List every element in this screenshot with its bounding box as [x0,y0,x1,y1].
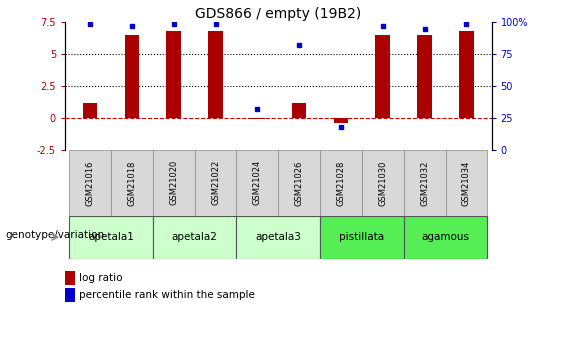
Text: GSM21022: GSM21022 [211,160,220,206]
Text: GSM21016: GSM21016 [85,160,94,206]
Bar [166,31,181,118]
Bar [65,271,75,285]
Bar [69,150,111,216]
Bar [236,150,279,216]
Text: apetala1: apetala1 [88,232,134,242]
Text: percentile rank within the sample: percentile rank within the sample [79,290,255,300]
Text: pistillata: pistillata [340,232,384,242]
Text: GSM21034: GSM21034 [462,160,471,206]
Bar [69,216,153,259]
Text: apetala2: apetala2 [172,232,218,242]
Bar [320,216,404,259]
Bar [404,216,488,259]
Text: genotype/variation: genotype/variation [6,230,105,240]
Bar [65,288,75,302]
Bar [153,150,194,216]
Bar [292,103,306,118]
Text: GSM21018: GSM21018 [127,160,136,206]
Text: GSM21020: GSM21020 [169,160,178,206]
Title: GDS866 / empty (19B2): GDS866 / empty (19B2) [195,7,362,21]
Text: GSM21026: GSM21026 [295,160,303,206]
Bar [236,216,320,259]
Bar [153,216,236,259]
Bar [194,150,236,216]
Text: GSM21030: GSM21030 [379,160,388,206]
Text: apetala3: apetala3 [255,232,301,242]
Bar [82,103,97,118]
Text: GSM21024: GSM21024 [253,160,262,206]
Bar [250,118,264,119]
Bar [320,150,362,216]
Bar [404,150,446,216]
Text: log ratio: log ratio [79,273,123,283]
Bar [446,150,488,216]
Text: agamous: agamous [421,232,470,242]
Text: GSM21032: GSM21032 [420,160,429,206]
Bar [376,35,390,118]
Bar [208,31,223,118]
Bar [279,150,320,216]
Bar [124,35,139,118]
Bar [111,150,153,216]
Bar [459,31,474,118]
Text: GSM21028: GSM21028 [337,160,345,206]
Bar [334,118,348,123]
Bar [362,150,404,216]
Bar [418,35,432,118]
